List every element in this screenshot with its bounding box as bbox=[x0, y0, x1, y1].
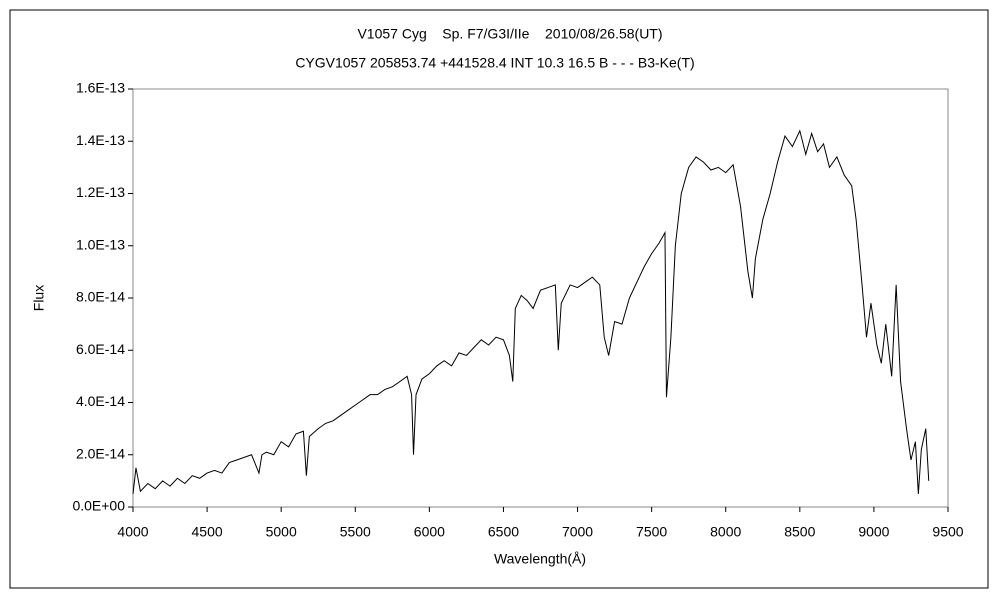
y-axis-label: Flux bbox=[31, 285, 47, 311]
y-tick-label: 1.0E-13 bbox=[76, 236, 125, 252]
y-tick-label: 4.0E-14 bbox=[76, 393, 125, 409]
chart-title: V1057 Cyg Sp. F7/G3I/IIe 2010/08/26.58(U… bbox=[357, 26, 662, 42]
y-tick-label: 1.2E-13 bbox=[76, 184, 125, 200]
y-tick-label: 8.0E-14 bbox=[76, 289, 125, 305]
x-tick-label: 6000 bbox=[414, 524, 445, 540]
y-tick-label: 1.4E-13 bbox=[76, 132, 125, 148]
y-tick-label: 0.0E+00 bbox=[72, 498, 125, 514]
x-tick-label: 8000 bbox=[710, 524, 741, 540]
y-tick-label: 6.0E-14 bbox=[76, 341, 125, 357]
x-tick-label: 4500 bbox=[192, 524, 223, 540]
x-tick-label: 7500 bbox=[636, 524, 667, 540]
x-tick-label: 9500 bbox=[932, 524, 963, 540]
x-tick-label: 9000 bbox=[858, 524, 889, 540]
chart-subtitle: CYGV1057 205853.74 +441528.4 INT 10.3 16… bbox=[295, 55, 694, 71]
x-tick-label: 6500 bbox=[488, 524, 519, 540]
x-tick-label: 8500 bbox=[784, 524, 815, 540]
x-tick-label: 7000 bbox=[562, 524, 593, 540]
y-tick-label: 2.0E-14 bbox=[76, 445, 125, 461]
spectrum-line bbox=[132, 129, 930, 494]
y-tick-label: 1.6E-13 bbox=[76, 80, 125, 96]
x-tick-label: 5000 bbox=[266, 524, 297, 540]
plot-area bbox=[132, 88, 949, 508]
x-tick-label: 5500 bbox=[340, 524, 371, 540]
x-axis-label: Wavelength(Å) bbox=[494, 551, 586, 567]
x-tick-label: 4000 bbox=[117, 524, 148, 540]
